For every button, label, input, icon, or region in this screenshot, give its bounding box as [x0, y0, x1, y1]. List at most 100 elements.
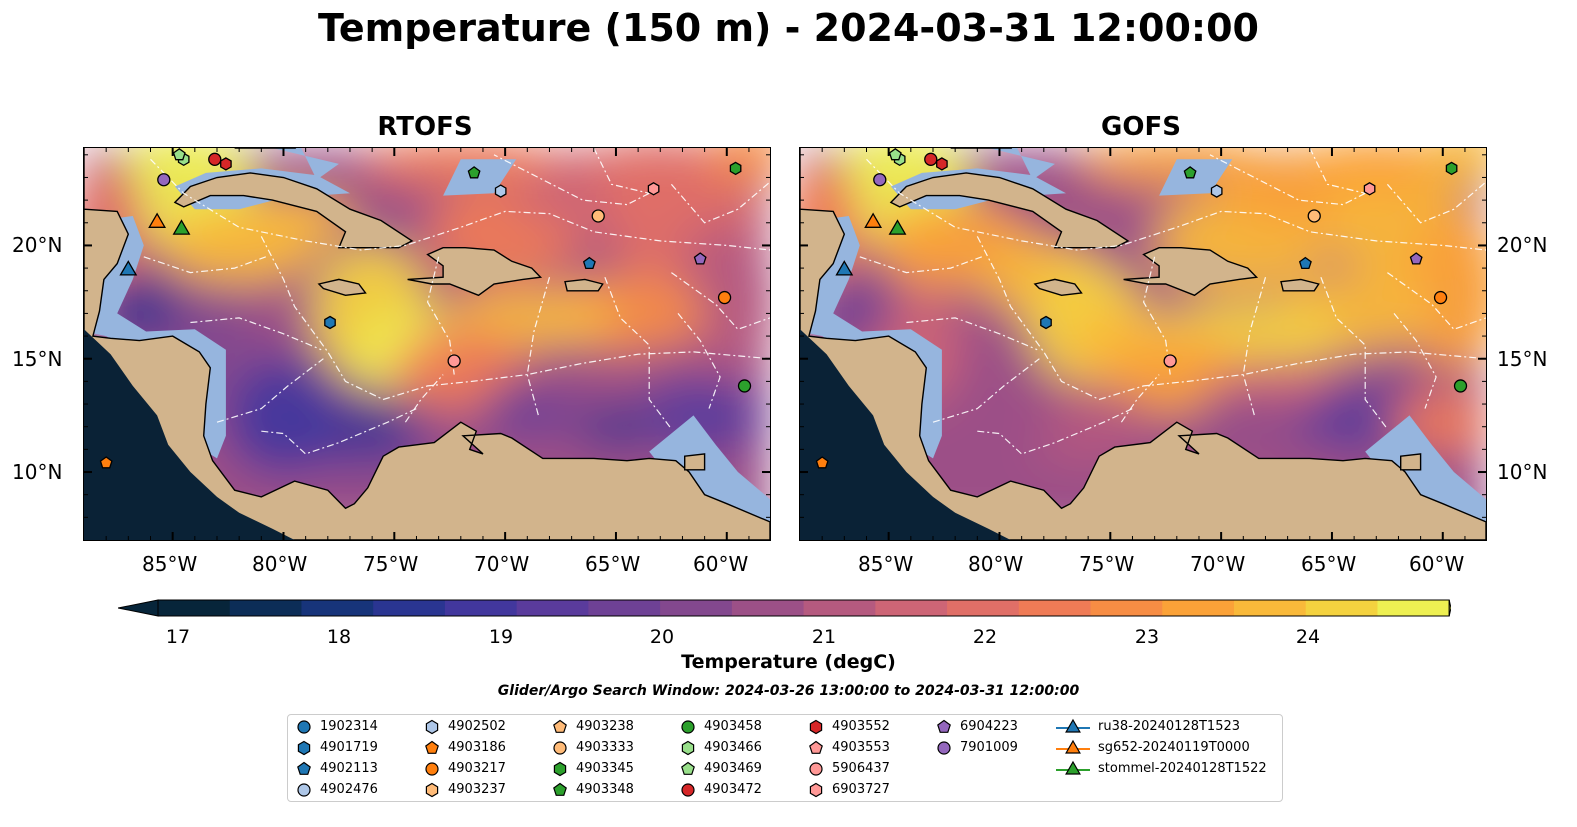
observation-stommel-20240128T1522[interactable]	[172, 219, 191, 235]
observation-6903727[interactable]	[647, 182, 660, 196]
map-gofs[interactable]	[799, 147, 1487, 541]
legend-item-6904223: 6904223	[936, 717, 1018, 736]
legend-item-6903727: 6903727	[808, 780, 890, 799]
lon-tick-left-70: 70°W	[474, 552, 530, 576]
legend-marker-pentagon-icon	[681, 761, 695, 775]
land-gofs	[800, 148, 1486, 540]
observation-4902502[interactable]	[494, 184, 507, 198]
legend-label: 4903333	[576, 740, 634, 755]
observation-4903552[interactable]	[936, 157, 948, 171]
land-jamaica	[317, 278, 367, 297]
legend-item-stommel-20240128T1522: stommel-20240128T1522	[1056, 759, 1267, 778]
legend-marker-hexagon-icon	[425, 719, 439, 734]
ticks-gofs	[800, 148, 1486, 540]
lat-tick-right-15: 15°N	[1497, 347, 1548, 371]
legend-label: 6904223	[960, 719, 1018, 734]
observations-gofs	[815, 148, 1468, 469]
legend-marker-circle-icon	[681, 719, 695, 734]
observation-7901009[interactable]	[873, 173, 887, 187]
colorbar-segment	[947, 600, 1020, 616]
lat-tick-right-20: 20°N	[1497, 233, 1548, 257]
observation-4901719[interactable]	[1040, 315, 1052, 330]
legend-label: 4903469	[704, 761, 762, 776]
lon-tick-left-75: 75°W	[363, 552, 419, 576]
observation-5906437[interactable]	[1163, 354, 1177, 368]
map-rtofs[interactable]	[83, 147, 771, 541]
observation-4903345[interactable]	[729, 161, 742, 176]
observation-5906437[interactable]	[447, 354, 461, 368]
land-hispaniola	[1123, 246, 1259, 297]
legend-item-4901719: 4901719	[296, 738, 378, 757]
legend-item-sg652-20240119T0000: sg652-20240119T0000	[1056, 738, 1250, 757]
legend-item-4903238: 4903238	[552, 717, 634, 736]
observation-4903552[interactable]	[220, 157, 232, 171]
colorbar-svg	[117, 599, 1452, 617]
legend-item-7901009: 7901009	[936, 738, 1018, 757]
legend-marker-hexagon-icon	[809, 719, 823, 734]
observation-4903217[interactable]	[1433, 290, 1448, 305]
legend-label: 4903348	[576, 782, 634, 797]
observation-4903472[interactable]	[208, 152, 222, 166]
observation-6904223[interactable]	[693, 252, 707, 265]
observation-4903458[interactable]	[737, 379, 752, 393]
observation-4903333[interactable]	[1307, 209, 1321, 223]
observation-6903727[interactable]	[1363, 182, 1376, 196]
legend-item-4902476: 4902476	[296, 780, 378, 799]
observation-4903333[interactable]	[591, 209, 605, 223]
observation-4903458[interactable]	[1453, 379, 1468, 393]
observation-4903469[interactable]	[888, 148, 902, 161]
panel-title-gofs: GOFS	[1101, 112, 1181, 142]
eez-boundaries-gofs	[859, 148, 1486, 455]
observation-ru38-20240128T1523[interactable]	[835, 260, 854, 276]
lon-tick-right-75: 75°W	[1079, 552, 1135, 576]
colorbar-segment	[1090, 600, 1163, 616]
colorbar-segment	[1305, 600, 1378, 616]
colorbar-tick-18: 18	[326, 626, 352, 648]
observation-4903472[interactable]	[924, 152, 938, 166]
colorbar-segment	[301, 600, 374, 616]
legend-marker-hexagon-icon	[297, 740, 311, 755]
legend-item-4903217: 4903217	[424, 759, 506, 778]
colorbar-segment	[373, 600, 446, 616]
legend-marker-circle-icon	[297, 782, 311, 797]
panel-title-rtofs: RTOFS	[377, 112, 473, 142]
colorbar-segment	[158, 600, 231, 616]
land-cuba	[173, 172, 414, 249]
legend-marker-hexagon-icon	[553, 761, 567, 776]
colorbar-segment	[1377, 600, 1450, 616]
observation-4903186[interactable]	[99, 456, 113, 469]
legend-item-4903458: 4903458	[680, 717, 762, 736]
observation-4903469[interactable]	[172, 148, 186, 161]
colorbar-segment	[516, 600, 589, 616]
observation-sg652-20240119T0000[interactable]	[148, 212, 167, 228]
observation-4903348[interactable]	[467, 166, 481, 179]
observation-4903217[interactable]	[717, 290, 732, 305]
colorbar-tick-24: 24	[1295, 626, 1321, 648]
legend-marker-circle-icon	[937, 740, 951, 755]
observation-4903186[interactable]	[815, 456, 829, 469]
observation-4902502[interactable]	[1210, 184, 1223, 198]
legend-marker-triangle-icon	[1056, 718, 1090, 733]
observation-4902113[interactable]	[1298, 256, 1312, 270]
observation-6904223[interactable]	[1409, 252, 1423, 265]
observation-7901009[interactable]	[157, 173, 171, 187]
legend-label: 4903553	[832, 740, 890, 755]
legend: 1902314 4901719 4902113 4902476 4902502 49031…	[287, 714, 1283, 802]
observation-4901719[interactable]	[324, 315, 336, 330]
observation-sg652-20240119T0000[interactable]	[864, 212, 883, 228]
observation-ru38-20240128T1523[interactable]	[119, 260, 138, 276]
observation-4903348[interactable]	[1183, 166, 1197, 179]
legend-marker-circle-icon	[297, 719, 311, 734]
lon-tick-right-60: 60°W	[1409, 552, 1465, 576]
observation-4903345[interactable]	[1445, 161, 1458, 176]
search-window-label: Glider/Argo Search Window: 2024-03-26 13…	[497, 683, 1080, 699]
colorbar-tick-20: 20	[649, 626, 675, 648]
observation-stommel-20240128T1522[interactable]	[888, 219, 907, 235]
colorbar-segment	[1018, 600, 1092, 616]
legend-marker-pentagon-icon	[937, 719, 951, 733]
legend-item-4903472: 4903472	[680, 780, 762, 799]
legend-label: ru38-20240128T1523	[1098, 719, 1241, 734]
observation-4902113[interactable]	[582, 256, 596, 270]
colorbar-label: Temperature (degC)	[681, 651, 896, 673]
land-hispaniola	[407, 246, 543, 297]
